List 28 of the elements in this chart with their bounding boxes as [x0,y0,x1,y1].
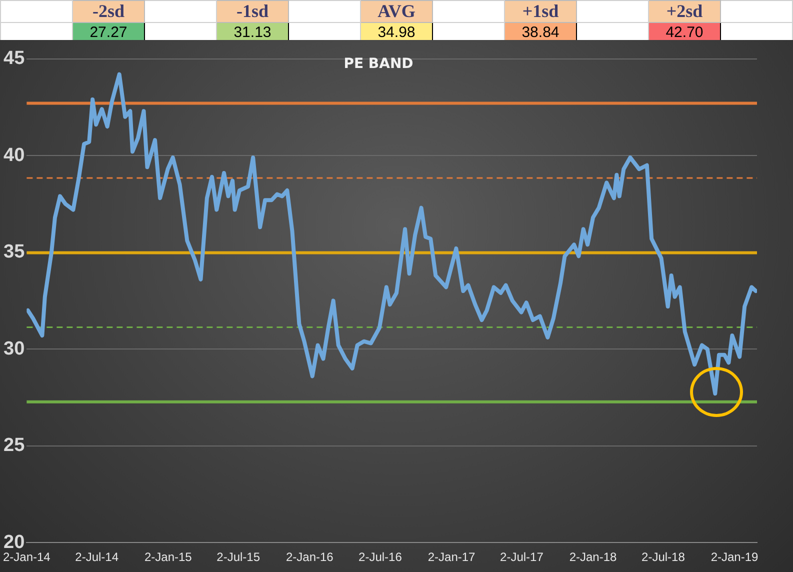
text: -1sd [216,0,288,22]
x-tick-label: 2-Jan-19 [710,550,759,564]
text: AVG [360,0,432,22]
text: 27.27 [72,22,144,42]
y-tick-label: 45 [4,48,26,70]
text: 38.84 [504,22,576,42]
x-tick-label: 2-Jan-18 [569,550,618,564]
chart-title: PE BAND [344,56,414,72]
x-tick-label: 2-Jul-16 [358,550,402,564]
y-tick-label: 35 [4,242,26,263]
y-tick-label: 30 [4,338,25,360]
text: -2sd [72,0,144,22]
x-tick-label: 2-Jan-15 [144,550,192,564]
x-tick-label: 2-Jul-18 [642,550,686,564]
y-tick-label: 25 [4,435,26,456]
x-tick-label: 2-Jul-14 [75,550,119,564]
text: 42.70 [648,22,720,42]
text: +1sd [504,0,576,22]
x-tick-label: 2-Jan-16 [286,550,334,564]
y-tick-label: 20 [4,532,25,553]
x-tick-label: 2-Jan-17 [428,550,476,564]
text: +2sd [648,0,720,22]
text: 34.98 [360,22,432,42]
x-tick-label: 2-Jan-14 [2,550,51,564]
x-tick-label: 2-Jul-15 [216,550,260,564]
x-tick-label: 2-Jul-17 [500,550,544,564]
y-tick-label: 40 [4,144,25,166]
text: 31.13 [216,22,288,42]
